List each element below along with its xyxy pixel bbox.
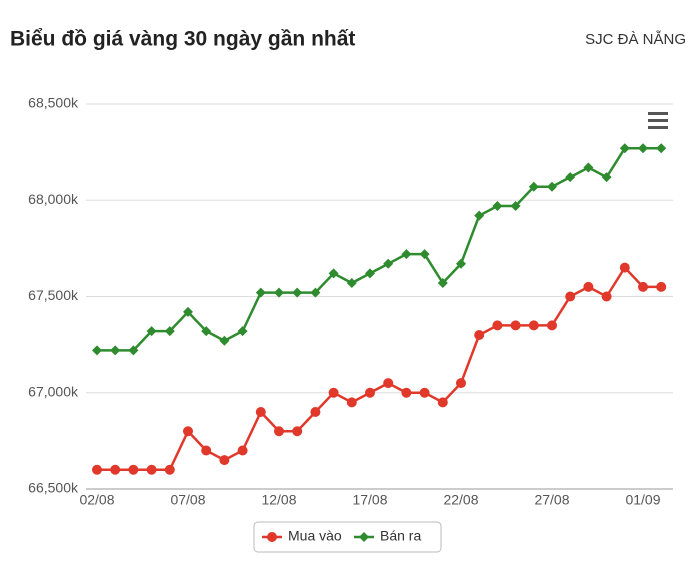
data-point [219, 455, 230, 466]
y-tick-label: 68,000k [28, 191, 79, 207]
data-point [565, 291, 576, 302]
data-point [565, 172, 576, 183]
legend-marker [359, 532, 369, 542]
data-point [328, 268, 339, 279]
data-point [110, 464, 121, 475]
data-point [310, 407, 321, 417]
data-point [528, 320, 539, 331]
data-point [547, 320, 557, 331]
data-point [456, 378, 466, 389]
data-point [146, 326, 157, 337]
menu-bar [648, 119, 668, 122]
y-tick-label: 67,000k [28, 383, 79, 399]
data-point [383, 258, 394, 269]
y-tick-label: 67,500k [28, 287, 79, 303]
series-line [97, 265, 662, 471]
data-point [201, 326, 212, 337]
data-point [492, 320, 503, 331]
x-tick-label: 07/08 [170, 492, 205, 508]
data-point [274, 426, 284, 437]
menu-bar [648, 126, 668, 129]
series-line [97, 147, 662, 352]
data-point [237, 445, 248, 456]
legend-label: Bán ra [380, 528, 421, 544]
data-point [456, 258, 466, 269]
data-point [547, 181, 557, 192]
data-point [474, 210, 485, 221]
data-point [128, 464, 139, 475]
x-tick-label: 01/09 [625, 492, 660, 508]
data-point [638, 281, 648, 292]
data-point [346, 278, 357, 289]
data-point [437, 397, 448, 408]
y-tick-label: 68,500k [28, 95, 79, 111]
data-point [310, 287, 321, 298]
data-point [183, 426, 193, 437]
x-tick-label: 27/08 [534, 492, 569, 508]
data-point [201, 445, 212, 456]
data-point [92, 464, 102, 475]
data-point [492, 201, 503, 212]
data-point [583, 281, 594, 292]
data-point [255, 287, 266, 298]
data-point [128, 345, 139, 356]
data-point [219, 335, 230, 346]
data-point [656, 143, 667, 154]
data-point [292, 426, 303, 437]
data-point [601, 172, 612, 183]
data-point [510, 320, 521, 331]
data-point [510, 201, 521, 212]
data-point [419, 249, 430, 260]
data-point [437, 278, 448, 289]
menu-icon[interactable] [648, 112, 668, 129]
data-point [638, 143, 648, 154]
chart-subtitle: SJC ĐÀ NẴNG [585, 31, 686, 48]
legend-label: Mua vào [288, 528, 342, 544]
data-point [164, 464, 175, 475]
menu-bar [648, 112, 668, 115]
data-point [583, 162, 594, 173]
data-point [92, 345, 102, 356]
data-point [656, 281, 667, 292]
data-point [383, 378, 394, 389]
x-tick-label: 12/08 [261, 492, 296, 508]
data-point [255, 407, 266, 417]
data-point [365, 387, 375, 398]
data-point [183, 306, 193, 317]
data-point [346, 397, 357, 408]
data-point [401, 249, 412, 260]
data-point [601, 291, 612, 302]
data-point [146, 464, 157, 475]
data-point [164, 326, 175, 337]
x-tick-label: 22/08 [443, 492, 478, 508]
data-point [292, 287, 303, 298]
data-point [528, 181, 539, 192]
legend-box [253, 521, 442, 553]
data-point [619, 262, 630, 273]
data-point [274, 287, 284, 298]
data-point [619, 143, 630, 154]
chart-title: Biểu đồ giá vàng 30 ngày gần nhất [10, 28, 355, 51]
data-point [401, 387, 412, 398]
x-tick-label: 17/08 [352, 492, 387, 508]
data-point [365, 268, 375, 279]
data-point [474, 330, 485, 340]
data-point [328, 387, 339, 398]
legend-marker [267, 532, 277, 542]
data-point [237, 326, 248, 337]
data-point [419, 387, 430, 398]
x-tick-label: 02/08 [79, 492, 114, 508]
y-tick-label: 66,500k [28, 480, 79, 496]
data-point [110, 345, 121, 356]
